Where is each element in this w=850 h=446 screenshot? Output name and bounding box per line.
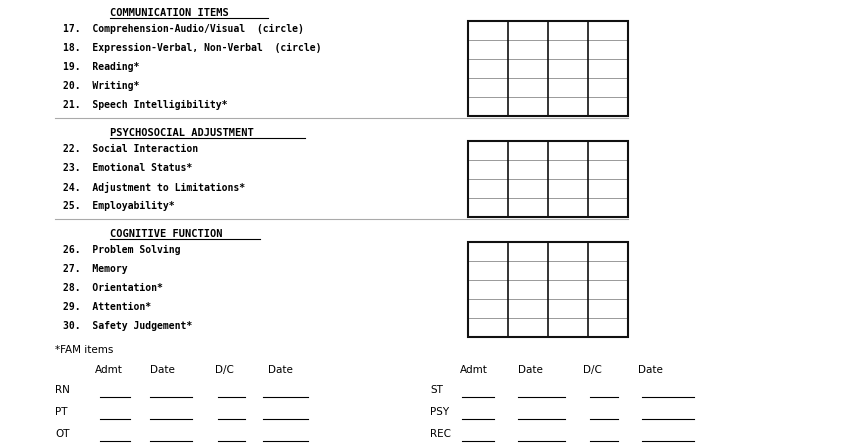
Text: 30.  Safety Judgement*: 30. Safety Judgement* — [63, 321, 192, 331]
Text: D/C: D/C — [583, 365, 602, 375]
Text: 19.  Reading*: 19. Reading* — [63, 62, 139, 72]
Text: 18.  Expression-Verbal, Non-Verbal  (circle): 18. Expression-Verbal, Non-Verbal (circl… — [63, 43, 321, 53]
Bar — [468, 242, 628, 337]
Text: Admt: Admt — [95, 365, 123, 375]
Text: 29.  Attention*: 29. Attention* — [63, 302, 151, 312]
Text: PT: PT — [55, 407, 67, 417]
Text: 21.  Speech Intelligibility*: 21. Speech Intelligibility* — [63, 100, 228, 110]
Text: Date: Date — [638, 365, 663, 375]
Text: 27.  Memory: 27. Memory — [63, 264, 128, 274]
Text: Date: Date — [518, 365, 543, 375]
Text: Admt: Admt — [460, 365, 488, 375]
Text: 25.  Employability*: 25. Employability* — [63, 201, 174, 211]
Text: PSYCHOSOCIAL ADJUSTMENT: PSYCHOSOCIAL ADJUSTMENT — [110, 128, 254, 138]
Text: 23.  Emotional Status*: 23. Emotional Status* — [63, 163, 192, 173]
Text: 20.  Writing*: 20. Writing* — [63, 81, 139, 91]
Text: Date: Date — [150, 365, 175, 375]
Text: Date: Date — [268, 365, 293, 375]
Bar — [468, 21, 628, 116]
Text: 28.  Orientation*: 28. Orientation* — [63, 283, 163, 293]
Bar — [468, 141, 628, 217]
Text: *FAM items: *FAM items — [55, 345, 113, 355]
Text: ST: ST — [430, 385, 443, 395]
Text: PSY: PSY — [430, 407, 449, 417]
Text: 26.  Problem Solving: 26. Problem Solving — [63, 245, 180, 255]
Text: 17.  Comprehension-Audio/Visual  (circle): 17. Comprehension-Audio/Visual (circle) — [63, 24, 304, 34]
Text: 22.  Social Interaction: 22. Social Interaction — [63, 144, 198, 154]
Text: OT: OT — [55, 429, 70, 439]
Text: RN: RN — [55, 385, 70, 395]
Text: COMMUNICATION ITEMS: COMMUNICATION ITEMS — [110, 8, 229, 18]
Text: D/C: D/C — [215, 365, 234, 375]
Text: REC: REC — [430, 429, 451, 439]
Text: COGNITIVE FUNCTION: COGNITIVE FUNCTION — [110, 229, 223, 239]
Text: 24.  Adjustment to Limitations*: 24. Adjustment to Limitations* — [63, 182, 245, 193]
